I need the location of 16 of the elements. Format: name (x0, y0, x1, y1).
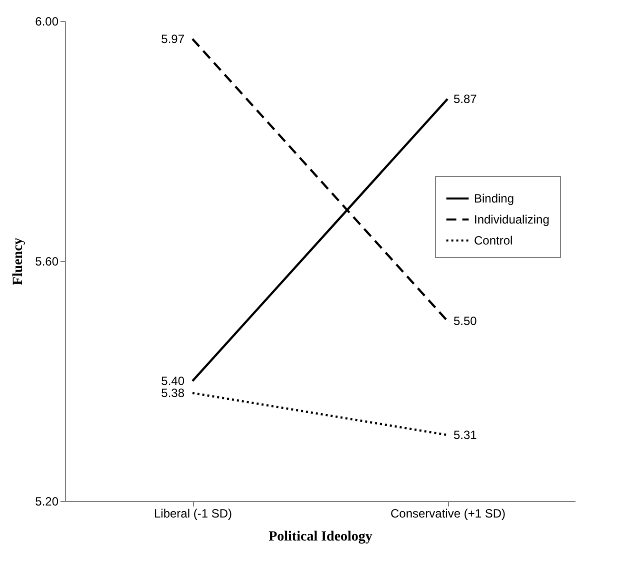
y-tick-label: 5.20 (35, 494, 59, 508)
y-tick-label: 5.60 (35, 254, 59, 268)
legend-label: Binding (474, 192, 514, 206)
legend-label: Individualizing (474, 212, 550, 226)
y-tick-label: 6.00 (35, 14, 59, 28)
data-label: 5.31 (454, 428, 478, 442)
data-label: 5.50 (454, 314, 478, 328)
y-axis-title: Fluency (11, 238, 26, 286)
data-label: 5.38 (161, 386, 185, 400)
legend-label: Control (474, 234, 513, 248)
data-label: 5.40 (161, 374, 185, 388)
data-label: 5.97 (161, 32, 185, 46)
x-tick-label: Liberal (-1 SD) (154, 506, 232, 520)
data-label: 5.87 (454, 92, 478, 106)
x-axis-title: Political Ideology (268, 530, 372, 544)
x-tick-label: Conservative (+1 SD) (390, 506, 506, 520)
